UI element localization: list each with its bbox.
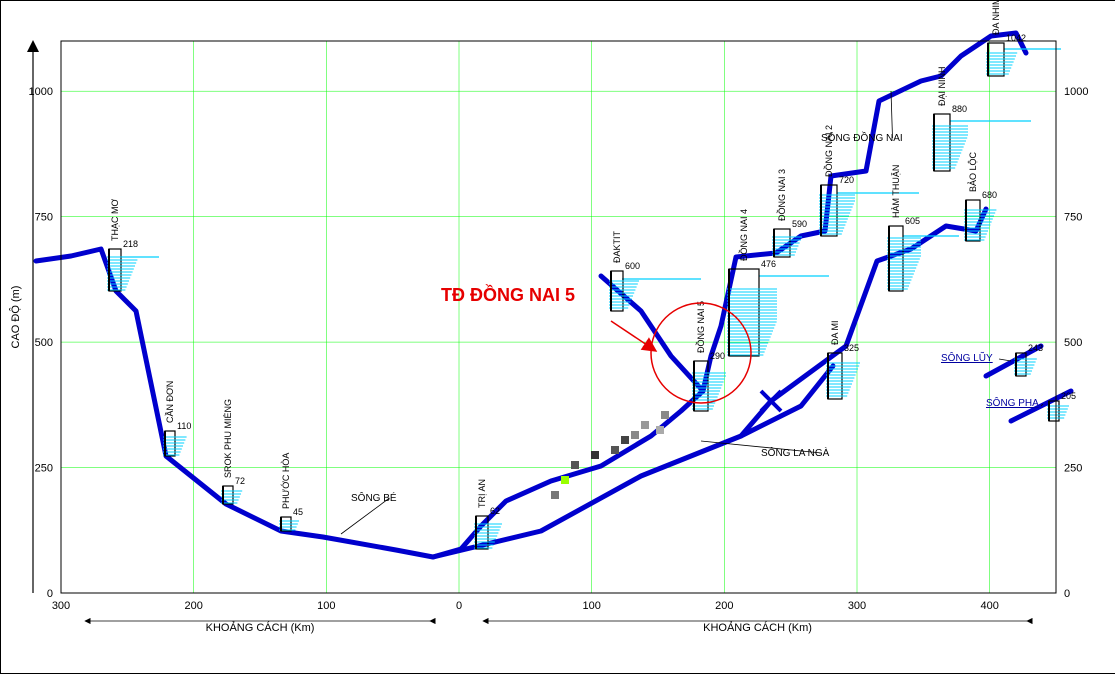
svg-text:500: 500 (1064, 337, 1082, 349)
svg-text:0: 0 (47, 588, 53, 600)
svg-text:300: 300 (52, 600, 70, 612)
svg-text:250: 250 (1064, 463, 1082, 475)
svg-text:1000: 1000 (29, 86, 53, 98)
svg-text:HÀM THUẬN: HÀM THUẬN (891, 165, 901, 218)
svg-text:205: 205 (1061, 391, 1076, 401)
svg-text:TRỊ AN: TRỊ AN (477, 479, 487, 508)
svg-text:45: 45 (293, 507, 303, 517)
svg-text:THẠC MƠ: THẠC MƠ (110, 199, 120, 241)
svg-text:ĐỒNG NAI 4: ĐỒNG NAI 4 (738, 209, 749, 261)
svg-text:100: 100 (317, 600, 335, 612)
svg-text:0: 0 (1064, 588, 1070, 600)
svg-text:243: 243 (1028, 343, 1043, 353)
svg-text:218: 218 (123, 239, 138, 249)
svg-text:PHƯỚC HÒA: PHƯỚC HÒA (281, 453, 291, 509)
svg-text:750: 750 (1064, 212, 1082, 224)
svg-text:ĐỒNG NAI 3: ĐỒNG NAI 3 (776, 169, 787, 221)
svg-text:ĐA NHIM: ĐA NHIM (991, 1, 1001, 35)
elevation-profile-chart: 0025025050050075075010001000300200100010… (0, 0, 1115, 674)
svg-text:BẢO LỘC: BẢO LỘC (967, 151, 978, 192)
svg-text:ĐẠI NINH: ĐẠI NINH (937, 66, 947, 106)
svg-text:CẦN ĐƠN: CẦN ĐƠN (165, 381, 175, 423)
svg-text:590: 590 (792, 219, 807, 229)
svg-text:SÔNG LŨY: SÔNG LŨY (941, 351, 993, 364)
svg-text:400: 400 (980, 600, 998, 612)
svg-text:KHOẢNG CÁCH (Km): KHOẢNG CÁCH (Km) (703, 621, 812, 634)
svg-text:325: 325 (844, 343, 859, 353)
svg-text:62: 62 (490, 506, 500, 516)
svg-text:250: 250 (35, 463, 53, 475)
svg-text:TĐ ĐỒNG NAI 5: TĐ ĐỒNG NAI 5 (441, 284, 575, 305)
svg-text:ĐA MI: ĐA MI (830, 320, 840, 345)
plot-svg: 0025025050050075075010001000300200100010… (1, 1, 1115, 673)
svg-text:200: 200 (715, 600, 733, 612)
svg-text:300: 300 (848, 600, 866, 612)
svg-text:0: 0 (456, 600, 462, 612)
svg-text:SÔNG PHA: SÔNG PHA (986, 396, 1039, 409)
svg-text:476: 476 (761, 259, 776, 269)
svg-text:680: 680 (982, 190, 997, 200)
svg-text:ĐỒNG NAI 5: ĐỒNG NAI 5 (695, 301, 706, 353)
svg-text:SÔNG ĐỒNG NAI: SÔNG ĐỒNG NAI (821, 131, 903, 144)
svg-text:100: 100 (582, 600, 600, 612)
svg-text:110: 110 (177, 421, 191, 431)
svg-text:SROK PHU MIÈNG: SROK PHU MIÈNG (223, 399, 233, 478)
svg-text:500: 500 (35, 337, 53, 349)
svg-text:1000: 1000 (1064, 86, 1088, 98)
svg-text:KHOẢNG CÁCH (Km): KHOẢNG CÁCH (Km) (206, 621, 315, 634)
svg-text:600: 600 (625, 261, 640, 271)
svg-text:880: 880 (952, 104, 967, 114)
svg-text:720: 720 (839, 175, 854, 185)
svg-text:ĐAKTIT: ĐAKTIT (612, 230, 622, 263)
svg-text:SÔNG BÉ: SÔNG BÉ (351, 491, 397, 504)
svg-text:750: 750 (35, 212, 53, 224)
svg-text:290: 290 (710, 351, 725, 361)
svg-text:CAO ĐỘ (m): CAO ĐỘ (m) (9, 286, 22, 349)
svg-text:200: 200 (184, 600, 202, 612)
svg-text:72: 72 (235, 476, 245, 486)
svg-text:605: 605 (905, 216, 920, 226)
